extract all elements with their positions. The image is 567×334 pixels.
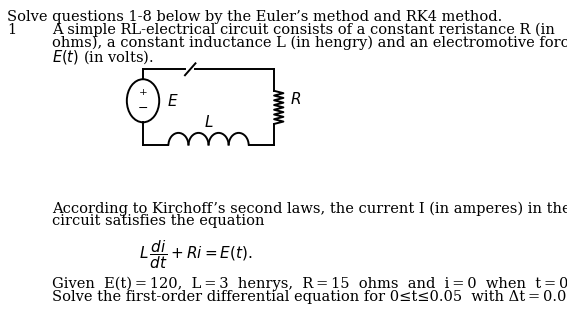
Text: $L$: $L$ — [204, 114, 213, 130]
Text: Given  E(t) = 120,  L = 3  henrys,  R = 15  ohms  and  i = 0  when  t = 0: Given E(t) = 120, L = 3 henrys, R = 15 o… — [52, 277, 567, 291]
Text: $E(t)$ (in volts).: $E(t)$ (in volts). — [52, 48, 154, 66]
Text: Solve questions 1-8 below by the Euler’s method and RK4 method.: Solve questions 1-8 below by the Euler’s… — [7, 10, 502, 24]
Text: According to Kirchoff’s second laws, the current I (in amperes) in the: According to Kirchoff’s second laws, the… — [52, 202, 567, 216]
Text: $L\,\dfrac{di}{dt} + Ri = E(t).$: $L\,\dfrac{di}{dt} + Ri = E(t).$ — [139, 238, 253, 271]
Text: −: − — [138, 103, 149, 116]
Text: Solve the first-order differential equation for 0≤t≤0.05  with Δt = 0.01.: Solve the first-order differential equat… — [52, 290, 567, 304]
Text: ohms), a constant inductance L (in hengry) and an electromotive force: ohms), a constant inductance L (in hengr… — [52, 35, 567, 50]
Text: $R$: $R$ — [290, 91, 301, 107]
Text: +: + — [139, 88, 147, 97]
Text: 1: 1 — [7, 23, 16, 37]
Text: A simple RL-electrical circuit consists of a constant reristance R (in: A simple RL-electrical circuit consists … — [52, 23, 555, 37]
Text: $E$: $E$ — [167, 93, 179, 109]
Text: circuit satisfies the equation: circuit satisfies the equation — [52, 214, 265, 228]
